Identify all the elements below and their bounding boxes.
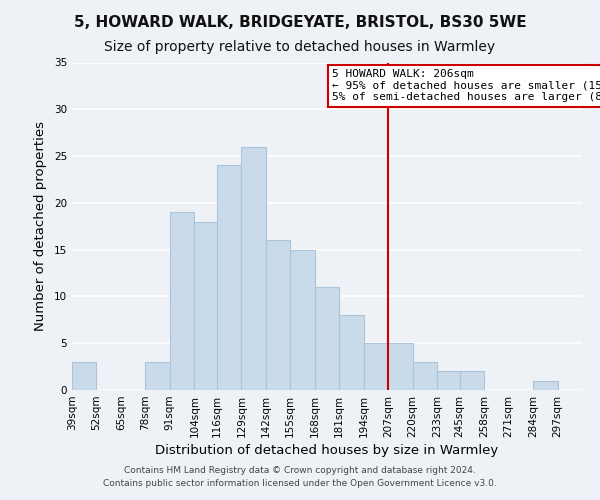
Bar (72, 362, 97, 390)
Bar (266, 240, 290, 390)
Text: 5 HOWARD WALK: 206sqm
← 95% of detached houses are smaller (155)
5% of semi-deta: 5 HOWARD WALK: 206sqm ← 95% of detached … (332, 69, 600, 102)
Bar (413, 362, 437, 390)
X-axis label: Distribution of detached houses by size in Warmley: Distribution of detached houses by size … (155, 444, 499, 457)
Bar (437, 372, 461, 390)
Bar (388, 343, 413, 390)
Bar (315, 287, 339, 390)
Bar (145, 362, 170, 390)
Bar (339, 315, 364, 390)
Text: 5, HOWARD WALK, BRIDGEYATE, BRISTOL, BS30 5WE: 5, HOWARD WALK, BRIDGEYATE, BRISTOL, BS3… (74, 15, 526, 30)
Bar (364, 343, 388, 390)
Bar (217, 166, 241, 390)
Bar (290, 250, 315, 390)
Bar (533, 380, 557, 390)
Bar (170, 212, 194, 390)
Bar (460, 372, 484, 390)
Text: Contains HM Land Registry data © Crown copyright and database right 2024.
Contai: Contains HM Land Registry data © Crown c… (103, 466, 497, 487)
Bar (241, 146, 266, 390)
Bar (194, 222, 219, 390)
Text: Size of property relative to detached houses in Warmley: Size of property relative to detached ho… (104, 40, 496, 54)
Y-axis label: Number of detached properties: Number of detached properties (34, 121, 47, 331)
